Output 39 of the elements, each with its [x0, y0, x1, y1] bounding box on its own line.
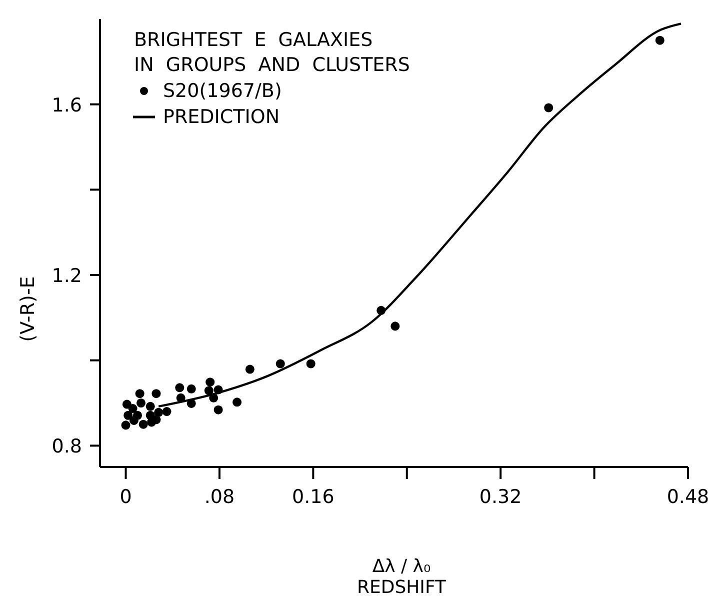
point	[232, 398, 242, 407]
point	[204, 386, 214, 396]
point	[214, 385, 223, 394]
x-axis-title: Δλ / λ₀ REDSHIFT	[356, 556, 448, 598]
point	[136, 398, 146, 408]
point	[176, 393, 186, 402]
point	[390, 322, 400, 331]
x-tick-label: .08	[204, 486, 235, 508]
y-tick-label: 1.2	[52, 265, 82, 287]
point	[162, 407, 172, 416]
point	[186, 384, 196, 394]
point	[376, 306, 386, 315]
y-tick-label: 1.6	[52, 94, 82, 116]
point	[138, 420, 148, 429]
point	[306, 359, 316, 368]
y-axis-title: (V-R)-E	[17, 275, 39, 344]
point	[121, 420, 130, 430]
text: BRIGHTEST E GALAXIES IN GROUPS AND CLUSTERS	[134, 28, 410, 78]
x-tick-label: 0.16	[292, 486, 334, 508]
point	[655, 36, 664, 45]
point	[135, 389, 144, 398]
x-tick-label: 0.48	[666, 486, 710, 508]
point	[544, 103, 554, 112]
point	[128, 404, 138, 414]
point	[154, 408, 164, 417]
point	[206, 378, 215, 387]
point	[152, 389, 161, 398]
x-tick-label: 0	[120, 486, 132, 508]
point	[146, 402, 155, 411]
point	[276, 359, 285, 368]
point	[124, 410, 133, 420]
point	[175, 383, 184, 392]
point	[214, 405, 223, 414]
point	[245, 364, 254, 374]
point	[132, 410, 142, 420]
y-tick-label: 0.8	[52, 436, 82, 458]
x-tick-label: 0.32	[479, 486, 522, 508]
legend-label: S20(1967/B)	[163, 79, 282, 104]
legend-label: PREDICTION	[163, 105, 280, 130]
